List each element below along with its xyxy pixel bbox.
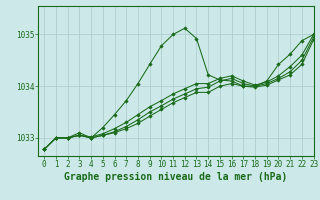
X-axis label: Graphe pression niveau de la mer (hPa): Graphe pression niveau de la mer (hPa) xyxy=(64,172,288,182)
